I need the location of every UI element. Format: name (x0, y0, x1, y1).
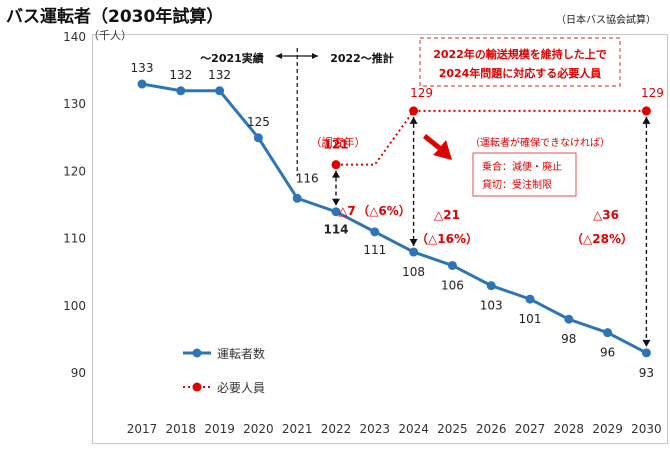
x-tick-label: 2024 (398, 422, 429, 436)
legend-line-icon (183, 348, 211, 358)
gap-pct-2030: （△28%） (571, 231, 633, 246)
note-box-line2: 2024年問題に対応する必要人員 (439, 66, 602, 80)
legend-dotted-icon (183, 382, 211, 392)
drivers-point (564, 314, 574, 324)
chart-frame (92, 34, 668, 444)
drivers-data-label: 96 (600, 346, 615, 360)
page-title: バス運転者（2030年試算） (6, 7, 224, 27)
drivers-point (176, 86, 186, 96)
x-tick-label: 2019 (204, 422, 235, 436)
drivers-data-label: 101 (519, 312, 542, 326)
x-tick-label: 2022 (321, 422, 352, 436)
required-point (641, 106, 651, 116)
condition-box-line1: 乗合：減便・廃止 (482, 160, 562, 173)
x-tick-label: 2027 (515, 422, 546, 436)
drivers-point (215, 86, 225, 96)
drivers-point (486, 281, 496, 291)
period-label-actual: 〜2021実績 (200, 51, 264, 65)
drivers-data-label: 111 (363, 243, 386, 257)
required-point (331, 160, 341, 170)
drivers-line (141, 82, 648, 355)
y-tick-label: 130 (63, 97, 86, 111)
marks: 133 132 132 125 116 114 111 108 106 103 101 98 96 93 1… (131, 48, 664, 380)
drivers-data-label: 114 (323, 223, 348, 237)
drivers-point (409, 247, 419, 257)
x-tick-label: 2023 (360, 422, 391, 436)
drivers-data-label: 132 (169, 68, 192, 82)
gap-pct-2024: （△16%） (416, 231, 478, 246)
condition-box-title: （運転者が確保できなければ） (470, 136, 610, 149)
period-arrow-icon (276, 53, 318, 59)
axes: 90 100 110 120 130 140 （千人） 2017 2018 2019 2020 202… (63, 29, 662, 436)
legend-label-drivers: 運転者数 (217, 346, 265, 361)
y-unit-label: （千人） (88, 29, 132, 42)
condition-box: （運転者が確保できなければ） 乗合：減便・廃止 貸切：受注制限 (470, 136, 610, 197)
drivers-point (525, 294, 535, 304)
y-tick-label: 90 (71, 366, 86, 380)
drivers-point (603, 328, 613, 338)
drivers-data-label: 125 (247, 115, 270, 129)
drivers-point (331, 207, 341, 217)
drivers-data-label: 132 (208, 68, 231, 82)
legend-label-required: 必要人員 (217, 381, 265, 395)
x-tick-label: 2029 (592, 422, 623, 436)
drivers-data-label: 98 (561, 332, 576, 346)
period-label-estimate: 2022〜推計 (330, 51, 394, 65)
y-tick-label: 110 (63, 232, 86, 246)
gap-label-2030: △36 (593, 208, 619, 222)
x-tick-label: 2021 (282, 422, 313, 436)
x-tick-label: 2030 (631, 422, 662, 436)
y-tick-label: 100 (63, 299, 86, 313)
condition-box-line2: 貸切：受注制限 (482, 178, 552, 191)
required-point (409, 106, 419, 116)
x-tick-label: 2025 (437, 422, 468, 436)
gap-label-2022: △7 (338, 204, 356, 218)
note-box: 2022年の輸送規模を維持した上で 2024年問題に対応する必要人員 (419, 37, 621, 87)
x-tick-label: 2028 (554, 422, 585, 436)
required-data-label: 121 (323, 138, 348, 152)
drivers-point (292, 193, 302, 203)
x-tick-label: 2026 (476, 422, 507, 436)
drivers-point (447, 260, 457, 270)
source-label: （日本バス協会試算） (556, 15, 656, 26)
drivers-point (253, 133, 263, 143)
survey-year-label: （調査年） (311, 135, 366, 149)
required-line (336, 109, 647, 166)
required-data-label: 129 (641, 86, 664, 100)
y-tick-label: 120 (63, 164, 86, 178)
drivers-data-label: 93 (639, 366, 654, 380)
note-box-line1: 2022年の輸送規模を維持した上で (433, 47, 607, 61)
legend: 運転者数 必要人員 (183, 346, 265, 395)
drivers-data-label: 106 (441, 278, 464, 292)
drivers-point (370, 227, 380, 237)
drivers-data-label: 103 (480, 299, 503, 313)
x-tick-label: 2020 (243, 422, 274, 436)
drivers-data-label: 116 (296, 171, 319, 185)
drivers-point (641, 348, 651, 358)
red-arrow-icon (423, 134, 452, 160)
gap-label-2024: △21 (434, 208, 460, 222)
x-tick-label: 2018 (166, 422, 197, 436)
x-tick-label: 2017 (127, 422, 158, 436)
drivers-data-label: 133 (131, 61, 154, 75)
drivers-data-label: 108 (402, 265, 425, 279)
gap-pct-2022: （△6%） (357, 203, 411, 218)
drivers-point (137, 79, 147, 89)
required-data-label: 129 (410, 86, 433, 100)
y-tick-label: 140 (63, 30, 86, 44)
